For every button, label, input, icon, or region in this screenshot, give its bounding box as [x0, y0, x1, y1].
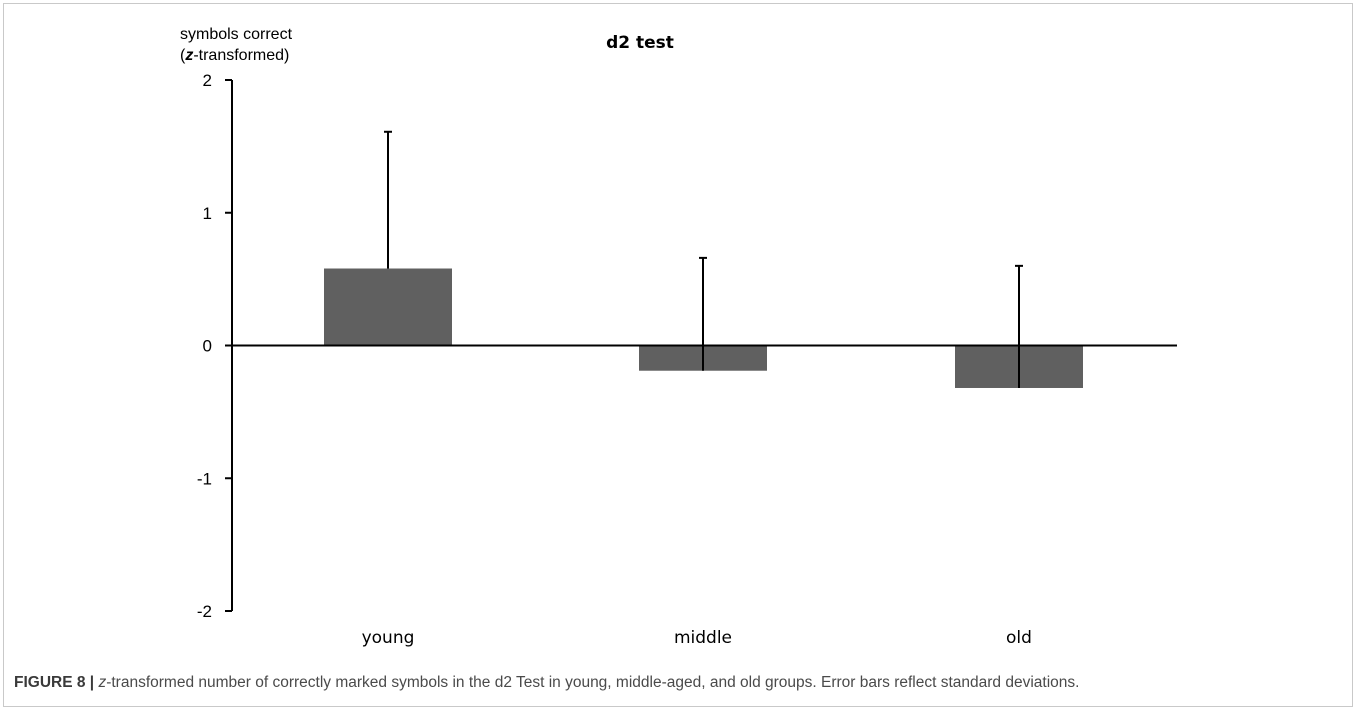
x-category-label: middle: [674, 628, 732, 648]
chart-title: d2 test: [606, 33, 674, 53]
bar-young: [324, 268, 452, 346]
y-axis-label-rest: -transformed): [193, 47, 289, 64]
y-tick-label: -1: [197, 469, 212, 488]
figure-caption-label: FIGURE 8 |: [14, 674, 95, 691]
x-category-label: old: [1006, 628, 1032, 648]
y-axis-label-z: z: [184, 47, 193, 64]
chart-marks: 2 1 0 -1 -2 young middle old: [197, 71, 1177, 648]
figure-caption-z: z: [98, 674, 107, 691]
figure-caption: FIGURE 8 | z-transformed number of corre…: [14, 674, 1344, 692]
y-tick-label: 2: [203, 71, 212, 90]
x-category-label: young: [362, 628, 415, 648]
y-axis-label-line2: (z-transformed): [180, 47, 289, 64]
y-axis-label-line1: symbols correct: [180, 26, 293, 43]
y-tick-label: 0: [203, 337, 212, 356]
y-tick-label: -2: [197, 602, 212, 621]
y-axis-label-open-paren: (: [180, 47, 186, 64]
figure-caption-text: -transformed number of correctly marked …: [106, 674, 1080, 691]
y-tick-label: 1: [203, 204, 212, 223]
